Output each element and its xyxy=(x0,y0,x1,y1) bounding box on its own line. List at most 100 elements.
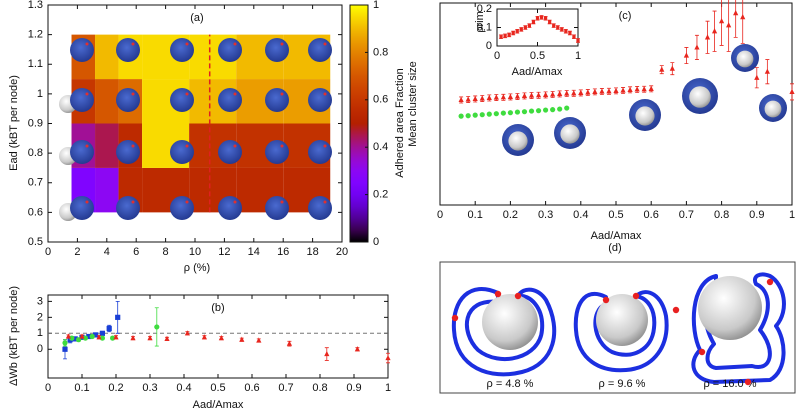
vesicle xyxy=(170,38,194,62)
rim-cluster xyxy=(602,296,610,304)
rim-dot xyxy=(85,200,89,204)
x-tick-label: 1 xyxy=(385,382,391,394)
rim-dot xyxy=(280,42,284,46)
x-tick-label: 0.6 xyxy=(644,209,659,221)
x-tick-label: 6 xyxy=(133,246,139,258)
membrane xyxy=(451,286,557,377)
rim-dot xyxy=(131,42,135,46)
error-bar xyxy=(733,0,738,38)
x-tick-label: 0.9 xyxy=(749,209,764,221)
particle xyxy=(508,131,528,151)
point xyxy=(764,68,770,74)
point xyxy=(521,92,528,99)
snapshot-label: ρ = 9.6 % xyxy=(599,378,646,390)
point xyxy=(72,336,78,342)
particle xyxy=(635,106,655,126)
point xyxy=(585,89,591,95)
panel: 0 0.1 0.2 0.3 0.4 0.5 0.6 0.7 0.8 0.9 1 (c) Aad/Amax… xyxy=(407,0,795,242)
x-tick-label: 0 xyxy=(494,50,500,62)
point xyxy=(79,333,85,339)
point xyxy=(515,29,519,33)
particle xyxy=(689,86,711,108)
x-tick-label: 0.5 xyxy=(608,209,623,221)
y-axis-label: ΔWb (kBT per node) xyxy=(8,286,20,386)
rim-dot xyxy=(233,42,237,46)
snapshot-label: ρ = 16.0 % xyxy=(703,378,756,390)
point xyxy=(472,112,478,118)
point xyxy=(535,92,542,98)
point xyxy=(564,29,568,33)
particle xyxy=(482,294,538,350)
colorbar-tick-label: 0 xyxy=(373,236,379,248)
heat-cell xyxy=(95,123,119,168)
point xyxy=(472,95,478,102)
x-tick-label: 4 xyxy=(104,246,110,258)
point xyxy=(592,88,598,94)
point xyxy=(683,52,689,58)
error-bar xyxy=(740,0,745,44)
point xyxy=(164,335,170,341)
point xyxy=(493,94,499,100)
rim-cluster xyxy=(744,378,752,386)
x-tick-label: 20 xyxy=(336,246,348,258)
plot-frame xyxy=(496,8,579,47)
point xyxy=(620,87,626,93)
colorbar-tick-label: 0.4 xyxy=(373,141,388,153)
point xyxy=(113,334,119,340)
rim-dot xyxy=(323,200,327,204)
particle xyxy=(736,50,754,68)
panel-label: (c) xyxy=(619,10,632,22)
rim-cluster xyxy=(766,278,774,286)
rim-dot xyxy=(280,200,284,204)
rim-dot xyxy=(323,92,327,96)
panel: 0 0.5 1 0 0.1 0.2 Aad/Amax ρrim xyxy=(474,3,581,78)
point xyxy=(62,340,68,346)
vesicle xyxy=(308,88,332,112)
x-tick-label: 0.7 xyxy=(679,209,694,221)
y-tick-label: 0.8 xyxy=(28,147,43,159)
rim-dot xyxy=(280,92,284,96)
panel-label: (a) xyxy=(190,12,203,24)
x-tick-label: 0.6 xyxy=(244,382,259,394)
point xyxy=(86,333,92,340)
point xyxy=(528,92,535,98)
vesicle xyxy=(70,196,94,220)
point xyxy=(479,95,485,101)
colorbar-tick-label: 0.8 xyxy=(373,46,388,58)
point xyxy=(634,86,640,92)
point xyxy=(218,334,224,341)
point xyxy=(458,113,464,119)
panel: 0 2 4 6 8 10 12 14 16 18 200.50.60.70.80.911.11.21… xyxy=(8,0,406,274)
point xyxy=(507,33,511,37)
plot-frame xyxy=(439,2,793,206)
vesicle xyxy=(218,196,242,220)
point xyxy=(557,90,563,96)
vesicle xyxy=(170,88,194,112)
y-tick-label: 0.2 xyxy=(477,3,492,15)
x-tick-label: 2 xyxy=(74,246,80,258)
snapshot-label: ρ = 4.8 % xyxy=(487,378,534,390)
vesicle xyxy=(116,140,140,164)
rim-dot xyxy=(85,42,89,46)
y-tick-label: 1.1 xyxy=(28,58,43,70)
point xyxy=(606,88,612,94)
point xyxy=(789,88,795,94)
point xyxy=(648,85,654,91)
point xyxy=(89,333,95,340)
point xyxy=(500,94,506,100)
point xyxy=(479,112,485,118)
x-tick-label: 14 xyxy=(248,246,260,258)
y-tick-label: 3 xyxy=(37,295,43,307)
point xyxy=(535,16,540,20)
point xyxy=(511,31,515,35)
point xyxy=(552,24,556,28)
vesicle xyxy=(218,38,242,62)
panel-label: (d) xyxy=(608,242,621,254)
point xyxy=(521,109,528,115)
x-tick-label: 0.8 xyxy=(312,382,327,394)
point xyxy=(82,335,88,341)
point xyxy=(486,111,492,117)
x-tick-label: 0 xyxy=(437,209,443,221)
point xyxy=(613,87,619,93)
